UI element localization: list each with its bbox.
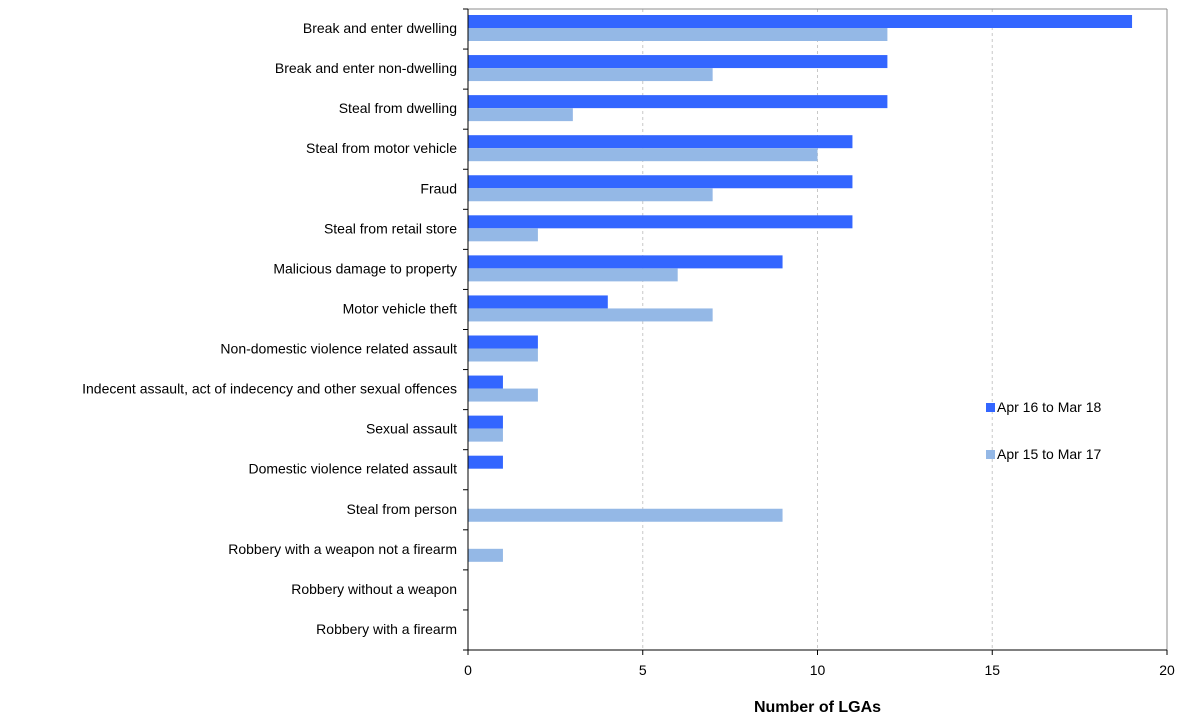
category-label: Non-domestic violence related assault — [220, 341, 457, 357]
x-tick-label: 5 — [639, 662, 647, 678]
bar-series1 — [468, 415, 503, 429]
x-tick-label: 15 — [984, 662, 1000, 678]
x-tick-label: 20 — [1159, 662, 1175, 678]
bar-series2 — [468, 108, 573, 122]
bar-series2 — [468, 148, 818, 162]
category-label: Sexual assault — [366, 421, 457, 437]
category-label: Domestic violence related assault — [248, 461, 457, 477]
category-label: Robbery with a firearm — [316, 621, 457, 637]
category-labels: Break and enter dwelling Break and enter … — [82, 20, 457, 637]
legend-label: Apr 15 to Mar 17 — [997, 446, 1101, 462]
category-label: Indecent assault, act of indecency and o… — [82, 381, 457, 397]
bar-series2 — [468, 228, 538, 242]
bar-series1 — [468, 255, 783, 269]
bar-series1 — [468, 215, 853, 229]
x-tick-label: 0 — [464, 662, 472, 678]
bar-series1 — [468, 335, 538, 349]
category-label: Malicious damage to property — [273, 260, 457, 276]
bar-series1 — [468, 455, 503, 469]
bar-series2 — [468, 268, 678, 282]
legend-label: Apr 16 to Mar 18 — [997, 399, 1101, 415]
grid-lines — [642, 9, 993, 650]
bar-series2 — [468, 308, 713, 322]
category-label: Break and enter non-dwelling — [275, 60, 457, 76]
bar-series1 — [468, 95, 888, 109]
bar-series1 — [468, 295, 608, 309]
bar-series2 — [468, 508, 783, 522]
category-label: Robbery with a weapon not a firearm — [228, 541, 457, 557]
bar-series2 — [468, 388, 538, 402]
category-label: Steal from dwelling — [339, 100, 457, 116]
category-label: Break and enter dwelling — [303, 20, 457, 36]
category-label: Steal from retail store — [324, 220, 457, 236]
category-label: Motor vehicle theft — [343, 300, 457, 316]
bar-series2 — [468, 428, 503, 442]
category-label: Steal from person — [347, 501, 458, 517]
category-label: Steal from motor vehicle — [306, 140, 457, 156]
category-label: Fraud — [420, 180, 457, 196]
x-axis-title: Number of LGAs — [754, 699, 881, 716]
legend-swatch — [986, 403, 995, 412]
bar-series1 — [468, 55, 888, 69]
bar-series1 — [468, 175, 853, 189]
legend: Apr 16 to Mar 18 Apr 15 to Mar 17 — [986, 399, 1101, 462]
bar-series2 — [468, 548, 503, 562]
bar-series2 — [468, 28, 888, 41]
bar-series2 — [468, 188, 713, 202]
legend-swatch — [986, 450, 995, 459]
bars — [468, 15, 1133, 562]
bar-series1 — [468, 375, 503, 389]
bar-series1 — [468, 135, 853, 149]
axes — [463, 8, 1168, 655]
bar-series2 — [468, 68, 713, 82]
bar-series1 — [468, 15, 1133, 28]
x-tick-label: 10 — [810, 662, 826, 678]
x-tick-labels: 0 5 10 15 20 — [464, 662, 1175, 678]
bar-series2 — [468, 348, 538, 362]
category-label: Robbery without a weapon — [291, 581, 457, 597]
